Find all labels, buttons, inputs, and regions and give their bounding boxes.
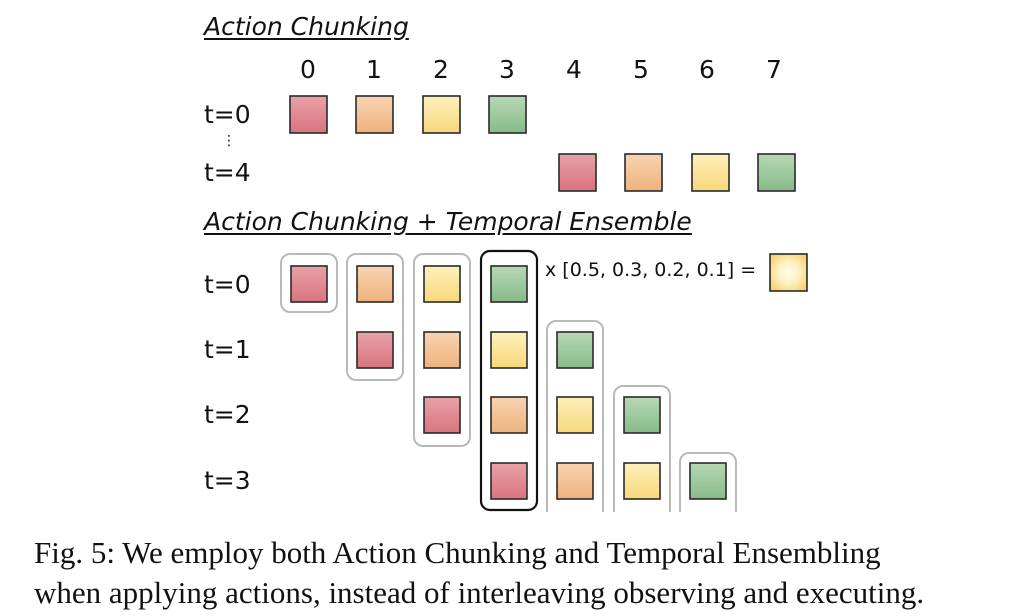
action-box-red: [423, 396, 461, 434]
action-box-orange: [490, 396, 528, 434]
timestep-group-outline: [280, 253, 338, 313]
action-box-orange: [423, 331, 461, 369]
figure-caption: Fig. 5: We employ both Action Chunking a…: [34, 533, 1024, 613]
column-label-7: 7: [766, 55, 782, 84]
action-box-green: [488, 95, 527, 134]
action-box-green: [490, 265, 528, 303]
timestep-group-outline: [546, 320, 604, 512]
current-timestep-outline: [479, 249, 539, 512]
action-box-yellow: [691, 153, 730, 192]
action-box-yellow: [422, 95, 461, 134]
row-label-t2: t=2: [204, 400, 251, 429]
section-title-temporal-ensemble: Action Chunking + Temporal Ensemble: [204, 207, 692, 236]
section-title-action-chunking: Action Chunking: [204, 12, 409, 41]
column-label-0: 0: [300, 55, 316, 84]
action-box-green: [757, 153, 796, 192]
column-label-6: 6: [699, 55, 715, 84]
caption-text: We employ both Action Chunking and Tempo…: [122, 535, 881, 570]
caption-label: Fig. 5:: [34, 535, 115, 570]
action-box-orange: [556, 462, 594, 500]
row-label-t0: t=0: [204, 100, 251, 129]
action-box-orange: [624, 153, 663, 192]
caption-line-2: when applying actions, instead of interl…: [34, 575, 925, 610]
timestep-group-outline: [679, 452, 737, 512]
action-box-red: [289, 95, 328, 134]
row-label-t4: t=4: [204, 158, 251, 187]
action-box-red: [290, 265, 328, 303]
action-box-orange: [356, 265, 394, 303]
column-label-4: 4: [566, 55, 582, 84]
row-label-t3: t=3: [204, 466, 251, 495]
chunking-diagram: [280, 95, 808, 512]
timestep-group-outline: [346, 253, 404, 381]
column-label-2: 2: [433, 55, 449, 84]
action-box-yellow: [623, 462, 661, 500]
action-box-red: [558, 153, 597, 192]
ensembled-action-box: [769, 253, 808, 292]
weighted-sum-formula: x [0.5, 0.3, 0.2, 0.1] =: [545, 259, 757, 281]
action-box-orange: [355, 95, 394, 134]
action-box-red: [490, 462, 528, 500]
action-box-yellow: [423, 265, 461, 303]
action-box-red: [356, 331, 394, 369]
column-label-1: 1: [366, 55, 382, 84]
row-label-t0: t=0: [204, 270, 251, 299]
column-label-5: 5: [633, 55, 649, 84]
row-label-t1: t=1: [204, 335, 251, 364]
action-box-yellow: [490, 331, 528, 369]
column-label-3: 3: [499, 55, 515, 84]
action-box-green: [689, 462, 727, 500]
action-box-green: [556, 331, 594, 369]
action-box-yellow: [556, 396, 594, 434]
action-box-green: [623, 396, 661, 434]
timestep-group-outline: [413, 253, 471, 447]
timestep-group-outline: [613, 385, 671, 512]
